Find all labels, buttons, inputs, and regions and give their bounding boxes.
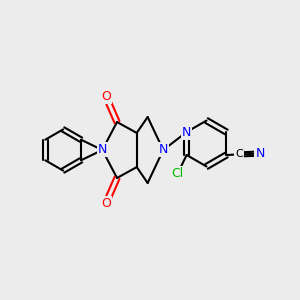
- Text: C: C: [235, 149, 243, 159]
- Text: O: O: [101, 90, 111, 103]
- Text: N: N: [159, 143, 168, 157]
- Text: Cl: Cl: [172, 167, 184, 180]
- Text: N: N: [98, 143, 107, 157]
- Text: O: O: [101, 197, 111, 210]
- Text: N: N: [182, 125, 191, 139]
- Text: N: N: [255, 147, 265, 160]
